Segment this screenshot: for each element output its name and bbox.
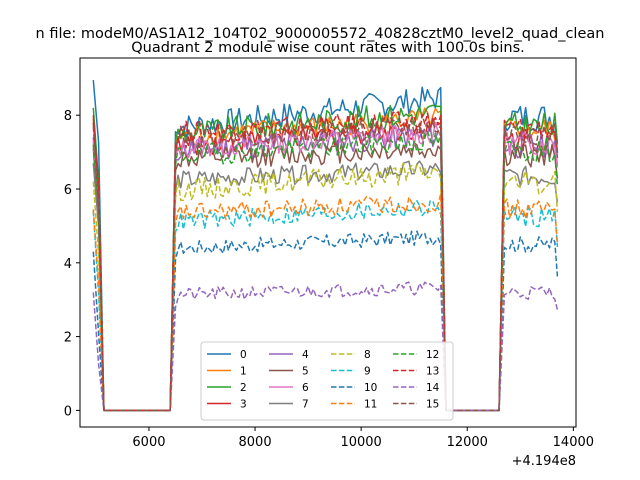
legend-label: 5 xyxy=(302,366,309,378)
x-tick-label: 6000 xyxy=(132,435,165,450)
legend-label: 4 xyxy=(302,349,309,361)
legend-label: 3 xyxy=(240,399,247,411)
legend-label: 0 xyxy=(240,349,247,361)
ticks-layer: 6000 8000 10000 12000 14000 0 2 4 6 8 xyxy=(64,109,594,450)
legend-label: 14 xyxy=(426,382,440,394)
legend-label: 9 xyxy=(364,366,371,378)
legend-label: 2 xyxy=(240,382,247,394)
legend-label: 6 xyxy=(302,382,309,394)
axes-frame xyxy=(79,57,577,428)
legend-label: 1 xyxy=(240,366,247,378)
series-line-12 xyxy=(92,130,559,412)
x-tick-label: 12000 xyxy=(447,435,488,450)
x-tick-label: 8000 xyxy=(239,435,272,450)
y-tick-label: 2 xyxy=(64,331,72,346)
legend-label: 7 xyxy=(302,399,309,411)
legend-label: 11 xyxy=(364,399,377,411)
legend-frame xyxy=(200,341,454,421)
legend-label: 15 xyxy=(426,399,439,411)
series-layer xyxy=(92,80,559,412)
figure-suptitle: n file: modeM0/AS1A12_104T02_9000005572_… xyxy=(36,26,605,42)
y-tick-label: 0 xyxy=(64,404,72,419)
chart-title: Quadrant 2 module wise count rates with … xyxy=(131,40,525,56)
y-tick-label: 4 xyxy=(64,257,72,272)
legend-label: 12 xyxy=(426,349,439,361)
x-offset-label: +4.194e8 xyxy=(512,454,576,469)
legend-label: 13 xyxy=(426,366,439,378)
series-line-15 xyxy=(92,117,559,412)
x-tick-label: 14000 xyxy=(553,435,594,450)
series-line-9 xyxy=(92,199,559,412)
legend-label: 8 xyxy=(364,349,371,361)
x-tick-label: 10000 xyxy=(340,435,381,450)
legend-label: 10 xyxy=(364,382,377,394)
y-tick-label: 8 xyxy=(64,109,72,124)
y-tick-label: 6 xyxy=(64,183,72,198)
